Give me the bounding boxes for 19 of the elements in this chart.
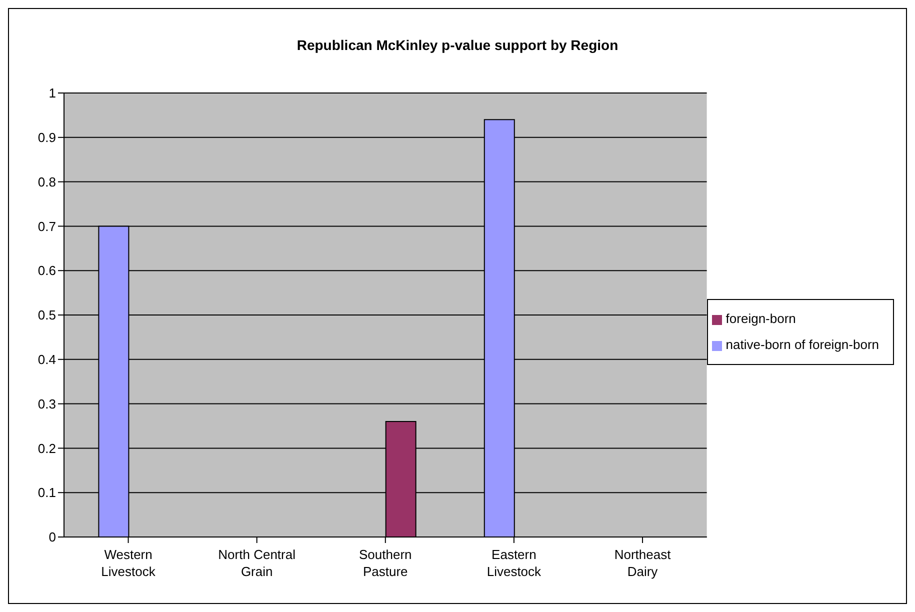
- x-tick-label: Northeast Dairy: [614, 547, 672, 579]
- x-tick-label: Eastern Livestock: [486, 547, 542, 579]
- y-tick-label: 0.5: [38, 308, 56, 323]
- y-tick-label: 1: [48, 86, 56, 101]
- x-tick-label: North Central Grain: [218, 547, 296, 579]
- legend-label: native-born of foreign-born: [726, 337, 879, 352]
- y-tick-label: 0.9: [38, 130, 56, 146]
- y-tick-label: 0.2: [38, 440, 56, 456]
- y-tick-label: 0: [48, 530, 56, 545]
- y-tick-label: 0.8: [38, 174, 56, 190]
- y-tick-label: 0.7: [38, 218, 56, 234]
- x-tick-label: Southern Pasture: [359, 547, 412, 579]
- y-tick-label: 0.6: [38, 263, 56, 278]
- legend-label: foreign-born: [726, 311, 796, 326]
- y-tick-label: 0.4: [38, 352, 56, 368]
- x-tick-label: Western Livestock: [101, 547, 156, 579]
- y-tick-label: 0.3: [38, 396, 56, 412]
- y-tick-label: 0.1: [38, 485, 56, 500]
- chart-title: Republican McKinley p-value support by Region: [296, 36, 620, 55]
